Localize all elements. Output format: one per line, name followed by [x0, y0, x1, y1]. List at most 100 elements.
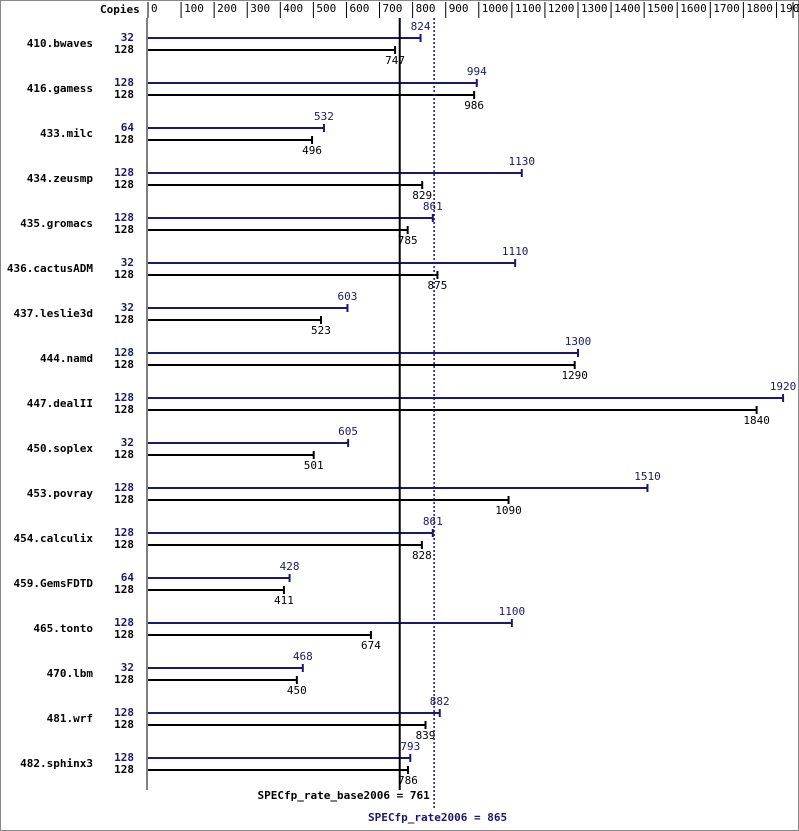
- copies-label: 128: [114, 166, 134, 179]
- x-tick-label: 1950: [796, 2, 799, 15]
- value-label: 1290: [561, 369, 588, 382]
- copies-label: 128: [114, 616, 134, 629]
- category-label: 482.sphinx3: [20, 757, 93, 770]
- value-label: 828: [412, 549, 432, 562]
- copies-label: 128: [114, 718, 134, 731]
- value-label: 824: [411, 20, 431, 33]
- category-label: 437.leslie3d: [14, 307, 93, 320]
- category-label: 436.cactusADM: [7, 262, 93, 275]
- x-tick-label: 1400: [614, 2, 641, 15]
- value-label: 605: [338, 425, 358, 438]
- category-label: 434.zeusmp: [27, 172, 94, 185]
- x-tick-label: 0: [151, 2, 158, 15]
- category-label: 450.soplex: [27, 442, 94, 455]
- x-tick-label: 200: [217, 2, 237, 15]
- copies-label: 128: [114, 763, 134, 776]
- copies-label: 32: [121, 301, 134, 314]
- x-tick-label: 1000: [482, 2, 509, 15]
- value-label: 861: [423, 200, 443, 213]
- copies-label: 128: [114, 178, 134, 191]
- value-label: 468: [293, 650, 313, 663]
- value-label: 875: [427, 279, 447, 292]
- value-label: 501: [304, 459, 324, 472]
- copies-label: 128: [114, 493, 134, 506]
- copies-label: 128: [114, 538, 134, 551]
- copies-label: 128: [114, 211, 134, 224]
- copies-label: 64: [121, 121, 135, 134]
- value-label: 532: [314, 110, 334, 123]
- copies-label: 128: [114, 673, 134, 686]
- value-label: 428: [280, 560, 300, 573]
- copies-label: 128: [114, 706, 134, 719]
- copies-label: 64: [121, 571, 135, 584]
- x-tick-label: 600: [349, 2, 369, 15]
- category-label: 435.gromacs: [20, 217, 93, 230]
- x-tick-label: 100: [184, 2, 204, 15]
- value-label: 496: [302, 144, 322, 157]
- x-tick-label: 1200: [548, 2, 575, 15]
- category-label: 453.povray: [27, 487, 94, 500]
- copies-label: 128: [114, 403, 134, 416]
- copies-label: 128: [114, 448, 134, 461]
- copies-label: 32: [121, 436, 134, 449]
- copies-label: 128: [114, 628, 134, 641]
- copies-label: 128: [114, 358, 134, 371]
- x-tick-label: 1500: [647, 2, 674, 15]
- category-label: 444.namd: [40, 352, 93, 365]
- value-label: 1920: [770, 380, 797, 393]
- value-label: 1300: [565, 335, 592, 348]
- value-label: 523: [311, 324, 331, 337]
- copies-label: 32: [121, 256, 134, 269]
- value-label: 786: [398, 774, 418, 787]
- x-tick-label: 1300: [581, 2, 608, 15]
- x-tick-label: 400: [283, 2, 303, 15]
- value-label: 882: [430, 695, 450, 708]
- value-label: 1100: [499, 605, 526, 618]
- value-label: 1510: [634, 470, 661, 483]
- value-label: 829: [412, 189, 432, 202]
- copies-label: 128: [114, 391, 134, 404]
- copies-label: 128: [114, 583, 134, 596]
- value-label: 1130: [509, 155, 536, 168]
- x-tick-label: 1600: [680, 2, 707, 15]
- copies-label: 128: [114, 313, 134, 326]
- x-tick-label: 800: [416, 2, 436, 15]
- copies-label: 128: [114, 43, 134, 56]
- axis-label: Copies: [100, 3, 140, 16]
- copies-label: 32: [121, 31, 134, 44]
- value-label: 1840: [743, 414, 770, 427]
- category-label: 433.milc: [40, 127, 93, 140]
- x-tick-label: 1700: [713, 2, 740, 15]
- category-label: 454.calculix: [14, 532, 94, 545]
- value-label: 986: [464, 99, 484, 112]
- summary-label: SPECfp_rate_base2006 = 761: [258, 789, 431, 802]
- x-tick-label: 1900: [779, 2, 799, 15]
- value-label: 861: [423, 515, 443, 528]
- category-label: 459.GemsFDTD: [14, 577, 94, 590]
- category-label: 481.wrf: [47, 712, 93, 725]
- copies-label: 128: [114, 346, 134, 359]
- value-label: 674: [361, 639, 381, 652]
- copies-label: 128: [114, 268, 134, 281]
- copies-label: 128: [114, 223, 134, 236]
- copies-label: 32: [121, 661, 134, 674]
- copies-label: 128: [114, 88, 134, 101]
- copies-label: 128: [114, 526, 134, 539]
- value-label: 411: [274, 594, 294, 607]
- category-label: 470.lbm: [47, 667, 94, 680]
- copies-label: 128: [114, 751, 134, 764]
- summary-label: SPECfp_rate2006 = 865: [368, 811, 507, 824]
- x-tick-label: 1800: [746, 2, 773, 15]
- category-label: 410.bwaves: [27, 37, 93, 50]
- category-label: 447.dealII: [27, 397, 93, 410]
- copies-label: 128: [114, 133, 134, 146]
- category-label: 416.gamess: [27, 82, 93, 95]
- x-tick-label: 300: [250, 2, 270, 15]
- value-label: 839: [416, 729, 436, 742]
- value-label: 1110: [502, 245, 529, 258]
- copies-label: 128: [114, 481, 134, 494]
- category-label: 465.tonto: [33, 622, 93, 635]
- value-label: 994: [467, 65, 487, 78]
- x-tick-label: 1100: [515, 2, 542, 15]
- x-tick-label: 700: [383, 2, 403, 15]
